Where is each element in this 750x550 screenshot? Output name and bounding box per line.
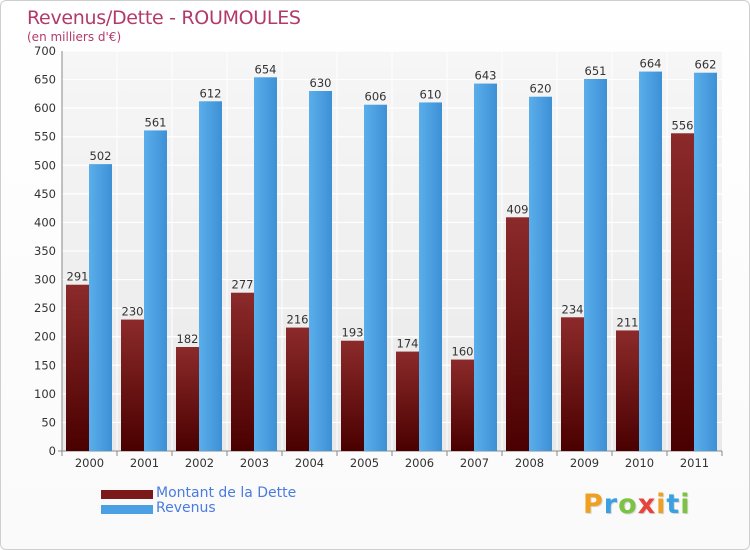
- data-label-revenus: 651: [585, 64, 607, 78]
- y-tick-label: 600: [34, 101, 56, 115]
- data-label-dette: 211: [617, 315, 639, 329]
- y-tick-label: 450: [34, 187, 56, 201]
- data-label-dette: 409: [507, 202, 529, 216]
- chart-title: Revenus/Dette - ROUMOULES: [27, 7, 301, 29]
- data-label-revenus: 502: [90, 149, 112, 163]
- bar-revenus: [254, 77, 277, 452]
- bar-revenus: [89, 164, 112, 451]
- logo-letter: r: [603, 489, 619, 520]
- data-label-dette: 291: [67, 270, 89, 284]
- logo-letter: t: [666, 489, 681, 520]
- data-label-revenus: 654: [255, 62, 277, 76]
- data-label-revenus: 662: [695, 58, 717, 72]
- y-tick-label: 500: [34, 158, 56, 172]
- data-label-revenus: 606: [365, 90, 387, 104]
- bar-revenus: [584, 79, 607, 451]
- y-tick-label: 0: [49, 444, 56, 458]
- x-tick-label: 2011: [680, 456, 709, 470]
- y-tick-label: 400: [34, 215, 56, 229]
- logo-letter: x: [637, 489, 657, 520]
- data-label-revenus: 620: [530, 82, 552, 96]
- bar-dette: [451, 359, 474, 451]
- y-tick-label: 50: [41, 415, 56, 429]
- bar-dette: [506, 217, 529, 451]
- data-label-revenus: 612: [200, 86, 222, 100]
- data-label-dette: 277: [232, 278, 254, 292]
- x-tick-label: 2008: [515, 456, 544, 470]
- logo-letter: o: [618, 489, 638, 520]
- bar-dette: [671, 133, 694, 452]
- data-label-dette: 216: [287, 313, 309, 327]
- y-tick-label: 300: [34, 273, 56, 287]
- x-tick-label: 2009: [570, 456, 599, 470]
- x-tick-label: 2006: [405, 456, 434, 470]
- data-label-revenus: 664: [640, 57, 662, 71]
- proxiti-logo: Proxiti: [583, 489, 691, 520]
- bar-dette: [66, 284, 89, 451]
- bar-dette: [396, 351, 419, 451]
- x-tick-label: 2001: [130, 456, 159, 470]
- data-label-revenus: 561: [145, 115, 167, 129]
- bar-revenus: [474, 83, 497, 452]
- bar-revenus: [309, 91, 332, 451]
- data-label-dette: 174: [397, 337, 419, 351]
- data-label-dette: 230: [122, 305, 144, 319]
- bar-revenus: [199, 101, 222, 452]
- y-tick-label: 550: [34, 130, 56, 144]
- x-tick-label: 2010: [625, 456, 654, 470]
- bar-revenus: [529, 96, 552, 451]
- legend-swatch-revenus: [101, 505, 153, 514]
- logo-letter: i: [680, 489, 691, 520]
- data-label-revenus: 643: [475, 69, 497, 83]
- data-label-dette: 160: [452, 345, 474, 359]
- data-label-dette: 182: [177, 332, 199, 346]
- y-tick-label: 700: [34, 44, 56, 58]
- x-tick-label: 2004: [295, 456, 324, 470]
- logo-letter: P: [583, 489, 604, 520]
- bar-revenus: [419, 102, 442, 451]
- legend-swatch-dette: [101, 490, 153, 499]
- bar-revenus: [144, 130, 167, 451]
- x-tick-label: 2007: [460, 456, 489, 470]
- legend-label-dette: Montant de la Dette: [156, 485, 297, 501]
- bar-dette: [286, 327, 309, 451]
- data-label-dette: 193: [342, 326, 364, 340]
- y-tick-label: 100: [34, 387, 56, 401]
- x-tick-label: 2002: [185, 456, 214, 470]
- bar-dette: [231, 292, 254, 451]
- logo-letter: i: [656, 489, 667, 520]
- bar-revenus: [364, 104, 387, 451]
- bar-dette: [341, 340, 364, 451]
- data-label-revenus: 630: [310, 76, 332, 90]
- y-tick-label: 650: [34, 73, 56, 87]
- y-tick-label: 150: [34, 358, 56, 372]
- bar-revenus: [639, 71, 662, 452]
- y-tick-label: 200: [34, 330, 56, 344]
- data-label-dette: 556: [672, 118, 694, 132]
- y-tick-label: 250: [34, 301, 56, 315]
- x-tick-label: 2005: [350, 456, 379, 470]
- x-tick-label: 2003: [240, 456, 269, 470]
- data-label-revenus: 610: [420, 87, 442, 101]
- bar-dette: [561, 317, 584, 451]
- legend-label-revenus: Revenus: [156, 500, 216, 516]
- bar-revenus: [694, 72, 717, 451]
- x-tick-label: 2000: [75, 456, 104, 470]
- bar-dette: [121, 319, 144, 451]
- bar-dette: [616, 330, 639, 451]
- bar-dette: [176, 347, 199, 451]
- y-tick-label: 350: [34, 244, 56, 258]
- chart-subtitle: (en milliers d'€): [27, 30, 122, 44]
- data-label-dette: 234: [562, 302, 584, 316]
